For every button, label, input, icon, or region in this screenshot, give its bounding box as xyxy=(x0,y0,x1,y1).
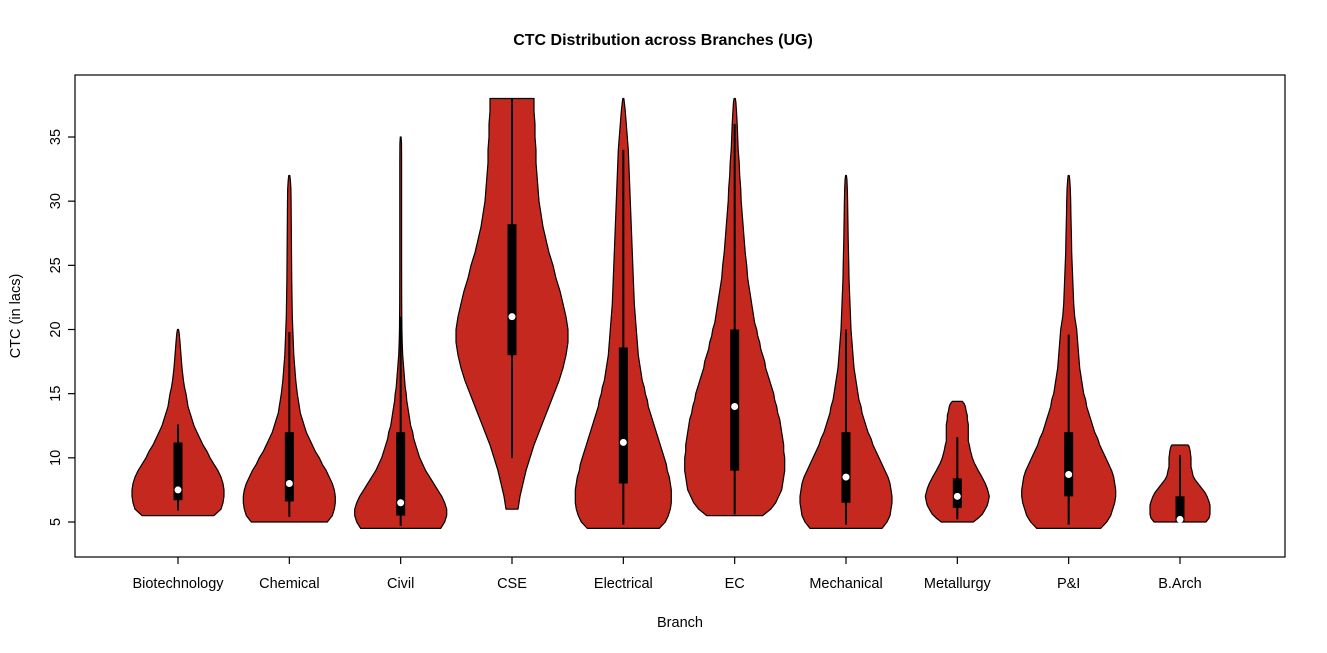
iqr-box xyxy=(730,329,740,471)
x-tick-label: Civil xyxy=(387,576,414,592)
chart-title: CTC Distribution across Branches (UG) xyxy=(513,32,813,49)
iqr-box xyxy=(841,432,851,503)
median-dot xyxy=(1065,471,1073,479)
violin-electrical xyxy=(574,97,672,529)
plot-content: 5 10 15 20 25 30 35 Biotechnology Chemical Civil C… xyxy=(48,97,1211,592)
x-tick-label: Metallurgy xyxy=(924,576,992,592)
violin-p-i xyxy=(1021,174,1117,529)
iqr-box xyxy=(396,432,406,516)
y-tick-label: 15 xyxy=(48,386,64,402)
violin-metallurgy xyxy=(924,400,990,523)
plot-border-box xyxy=(74,74,1286,558)
iqr-box xyxy=(284,432,294,502)
iqr-box xyxy=(173,442,183,501)
median-dot xyxy=(174,486,182,494)
median-dot xyxy=(842,473,850,481)
median-dot xyxy=(508,313,516,321)
x-tick-label: CSE xyxy=(497,576,527,592)
iqr-box xyxy=(618,347,628,484)
iqr-box xyxy=(1064,432,1074,497)
y-tick-label: 35 xyxy=(48,129,64,145)
y-tick-label: 10 xyxy=(48,450,64,466)
x-tick-label: EC xyxy=(725,576,745,592)
iqr-box xyxy=(1175,496,1185,522)
x-axis-title: Branch xyxy=(657,615,703,631)
median-dot xyxy=(1176,515,1184,523)
violin-civil xyxy=(354,136,448,529)
violin-biotechnology xyxy=(131,328,225,517)
median-dot xyxy=(953,492,961,500)
y-tick-label: 30 xyxy=(48,193,64,209)
violin-b-arch xyxy=(1149,444,1211,523)
x-tick-label: Electrical xyxy=(594,576,653,592)
violin-chemical xyxy=(242,174,336,523)
violin-mechanical xyxy=(799,174,893,529)
violin-cse xyxy=(455,97,569,510)
median-dot xyxy=(619,438,627,446)
median-dot xyxy=(285,480,293,487)
median-dot xyxy=(397,499,405,507)
x-tick-label: Mechanical xyxy=(809,576,882,592)
x-tick-label: P&I xyxy=(1057,576,1080,592)
violin-ec xyxy=(684,97,786,517)
y-tick-label: 5 xyxy=(48,518,64,526)
y-tick-label: 25 xyxy=(48,257,64,273)
iqr-box xyxy=(507,224,517,356)
median-dot xyxy=(731,403,739,410)
x-tick-label: Chemical xyxy=(259,576,319,592)
x-tick-label: Biotechnology xyxy=(132,576,224,592)
violin-shape xyxy=(131,328,225,517)
x-tick-label: B.Arch xyxy=(1158,576,1202,592)
y-tick-label: 20 xyxy=(48,321,64,337)
y-axis-title: CTC (in lacs) xyxy=(8,274,24,359)
